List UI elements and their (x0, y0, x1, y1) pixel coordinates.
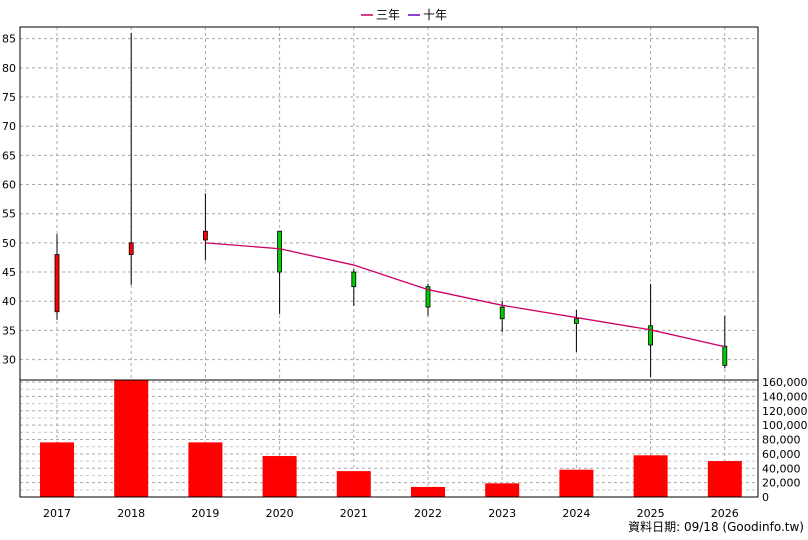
candle-body (128, 242, 134, 255)
x-tick-label: 2024 (562, 507, 590, 520)
candle-body (722, 345, 728, 366)
price-tick-label: 75 (2, 91, 16, 104)
x-tick-label: 2017 (43, 507, 71, 520)
price-tick-label: 45 (2, 266, 16, 279)
volume-tick-label: 100,000 (762, 419, 808, 432)
x-tick-label: 2022 (414, 507, 442, 520)
candle-body (351, 271, 357, 288)
volume-tick-label: 40,000 (762, 462, 801, 475)
price-tick-label: 70 (2, 120, 16, 133)
volume-bar (114, 379, 149, 497)
plot-frame (19, 26, 759, 498)
legend: 三年 十年 (361, 8, 447, 22)
candle-body (54, 254, 60, 313)
volume-tick-label: 160,000 (762, 376, 808, 389)
volume-tick-label: 0 (762, 491, 769, 504)
x-tick-label: 2020 (266, 507, 294, 520)
volume-bar (707, 461, 742, 497)
volume-bar (411, 486, 445, 497)
x-tick-label: 2019 (191, 507, 219, 520)
price-tick-label: 30 (2, 354, 16, 367)
x-tick-label: 2023 (488, 507, 516, 520)
candle-body (574, 318, 579, 324)
price-tick-label: 85 (2, 33, 16, 46)
volume-tick-label: 60,000 (762, 448, 801, 461)
x-tick-label: 2025 (637, 507, 665, 520)
volume-bar (485, 483, 520, 497)
volume-bar (336, 471, 371, 497)
plot-area: 30 35 40 45 50 55 60 65 70 75 80 85 020,000 40,00060,… (2, 26, 808, 520)
price-tick-label: 55 (2, 208, 16, 221)
volume-bar (262, 456, 297, 497)
volume-bar (559, 469, 594, 497)
x-tick-label: 2021 (340, 507, 368, 520)
volume-tick-label: 120,000 (762, 405, 808, 418)
candle-body (277, 230, 283, 273)
candle-body (499, 306, 505, 320)
legend-label-ten-year: 十年 (423, 8, 447, 22)
price-tick-label: 50 (2, 237, 16, 250)
volume-bar (633, 455, 668, 497)
volume-bar (188, 442, 223, 497)
price-tick-label: 60 (2, 179, 16, 192)
candle-body (202, 230, 208, 241)
x-tick-label: 2026 (711, 507, 739, 520)
series-line (205, 242, 725, 348)
legend-label-three-year: 三年 (376, 8, 400, 22)
price-tick-label: 40 (2, 295, 16, 308)
price-tick-label: 35 (2, 324, 16, 337)
price-tick-label: 65 (2, 149, 16, 162)
volume-tick-label: 80,000 (762, 434, 801, 447)
candle-body (648, 325, 653, 346)
volume-tick-label: 20,000 (762, 477, 801, 490)
footer-source: 資料日期: 09/18 (Goodinfo.tw) (628, 520, 804, 534)
x-tick-label: 2018 (117, 507, 145, 520)
volume-bar (40, 442, 74, 497)
candle-body (425, 286, 431, 308)
price-tick-label: 80 (2, 62, 16, 75)
volume-tick-label: 140,000 (762, 390, 808, 403)
